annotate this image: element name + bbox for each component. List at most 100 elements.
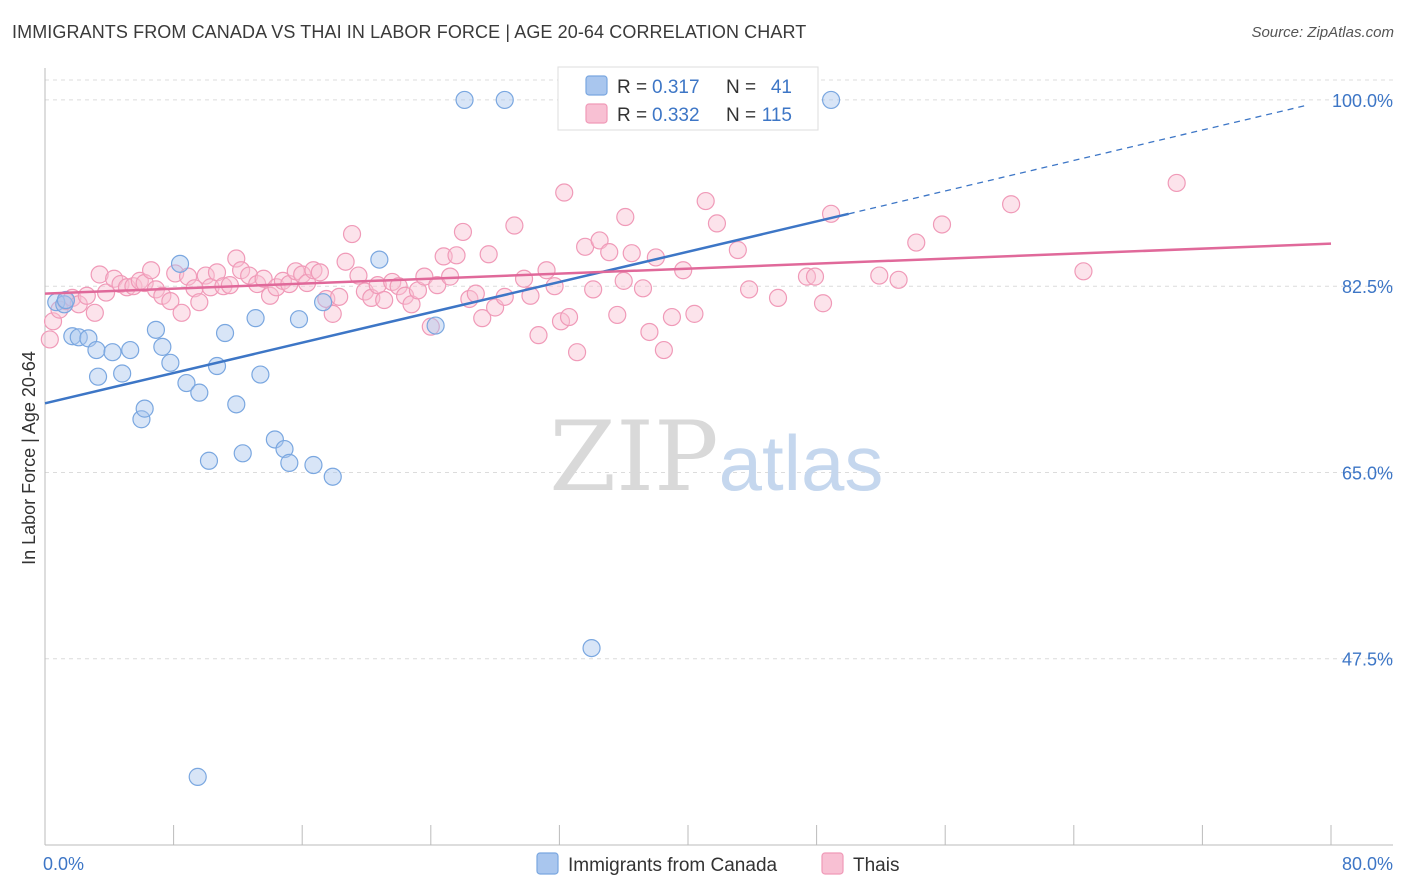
thais-point-94	[685, 304, 704, 323]
canada-point-25	[265, 430, 284, 449]
thais-point-83	[590, 231, 609, 250]
thais-point-98	[739, 280, 759, 299]
thais-point-46	[330, 287, 349, 306]
thais-point-106	[907, 233, 926, 252]
thais-point-91	[654, 340, 673, 360]
canada-point-7	[103, 343, 122, 362]
canada-point-24	[251, 365, 270, 384]
canada-point-11	[135, 399, 154, 418]
canada-point-22	[233, 444, 252, 463]
thais-point-99	[768, 288, 788, 308]
legend: R = 0.317 N = 41 R = 0.332 N = 115	[557, 66, 819, 131]
thais-point-16	[141, 261, 161, 280]
thais-point-47	[336, 252, 355, 271]
canada-point-40	[56, 290, 75, 310]
thais-point-49	[349, 266, 368, 285]
thais-point-79	[559, 307, 579, 327]
y-tick-label-3: 47.5%	[1342, 650, 1393, 670]
thais-point-64	[447, 246, 466, 265]
thais-point-89	[640, 322, 659, 342]
y-axis-label: In Labor Force | Age 20-64	[19, 351, 39, 565]
thais-point-72	[505, 216, 524, 235]
thais-point-62	[434, 247, 453, 266]
thais-point-77	[545, 277, 564, 296]
axes	[44, 68, 1393, 846]
thais-point-30	[227, 249, 246, 268]
canada-point-20	[215, 323, 235, 343]
canada-point-38	[821, 90, 841, 110]
bottom-legend-swatch-thais	[821, 852, 844, 875]
thais-point-87	[622, 244, 641, 263]
legend-n-label-canada: N =	[726, 77, 756, 98]
series-canada-points	[47, 90, 841, 786]
thais-point-68	[473, 309, 492, 328]
bottom-legend-label-canada: Immigrants from Canada	[568, 855, 778, 876]
thais-point-34	[254, 269, 273, 288]
canada-point-30	[313, 293, 333, 312]
canada-point-21	[227, 395, 246, 414]
thais-point-59	[415, 267, 434, 286]
thais-point-84	[600, 243, 619, 262]
thais-point-22	[178, 267, 198, 286]
thais-point-24	[190, 293, 209, 312]
thais-point-112	[616, 207, 635, 227]
canada-point-9	[121, 340, 140, 360]
bottom-legend-label-thais: Thais	[853, 855, 899, 876]
thais-point-102	[813, 294, 833, 313]
thais-point-109	[1074, 262, 1093, 281]
chart-title: IMMIGRANTS FROM CANADA VS THAI IN LABOR …	[12, 22, 807, 42]
trend-lines	[44, 104, 1332, 405]
watermark-zip: ZIP	[549, 401, 718, 513]
bottom-legend: Immigrants from Canada Thais	[536, 852, 899, 876]
x-tick-label-0: 0.0%	[43, 854, 84, 874]
bottom-legend-swatch-canada	[536, 852, 559, 875]
canada-point-8	[113, 364, 132, 383]
thais-trend-line	[44, 242, 1332, 295]
x-tick-labels: 0.0% 80.0%	[43, 854, 1393, 874]
grid-lines	[45, 79, 1393, 660]
thais-point-82	[584, 280, 603, 299]
canada-trend-line	[44, 212, 850, 405]
canada-point-13	[153, 337, 172, 356]
canada-point-26	[275, 439, 294, 459]
thais-point-43	[310, 263, 329, 282]
canada-point-32	[370, 250, 389, 269]
canada-point-39	[188, 767, 207, 786]
thais-point-8	[90, 265, 109, 284]
canada-point-18	[199, 451, 219, 470]
canada-point-12	[146, 320, 166, 339]
canada-point-35	[495, 90, 514, 110]
thais-point-65	[453, 222, 473, 242]
thais-point-85	[608, 305, 627, 325]
thais-point-108	[1002, 195, 1021, 214]
thais-point-104	[870, 266, 889, 285]
canada-point-28	[289, 310, 309, 329]
thais-point-92	[662, 307, 682, 327]
canada-point-5	[87, 340, 106, 360]
thais-point-0	[40, 330, 59, 349]
thais-point-53	[375, 290, 394, 310]
canada-point-34	[455, 90, 474, 110]
x-tick-label-1: 80.0%	[1342, 854, 1393, 874]
canada-point-15	[170, 254, 190, 273]
legend-n-value-canada: 41	[771, 77, 792, 98]
thais-point-61	[428, 276, 447, 295]
canada-point-10	[132, 410, 151, 429]
legend-swatch-canada	[585, 75, 608, 96]
canada-point-17	[190, 383, 209, 402]
thais-point-69	[479, 245, 498, 264]
thais-point-107	[932, 215, 952, 234]
thais-point-88	[633, 279, 653, 298]
canada-point-14	[161, 353, 180, 372]
thais-point-21	[172, 303, 191, 322]
legend-r-value-thais: 0.332	[652, 105, 700, 126]
canada-point-16	[177, 373, 196, 393]
thais-point-111	[555, 183, 574, 202]
canada-point-6	[88, 367, 108, 386]
legend-n-value-thais: 115	[762, 105, 792, 126]
legend-r-value-canada: 0.317	[652, 77, 700, 98]
thais-point-110	[1167, 173, 1186, 193]
thais-point-48	[342, 224, 362, 244]
thais-point-73	[514, 269, 534, 288]
